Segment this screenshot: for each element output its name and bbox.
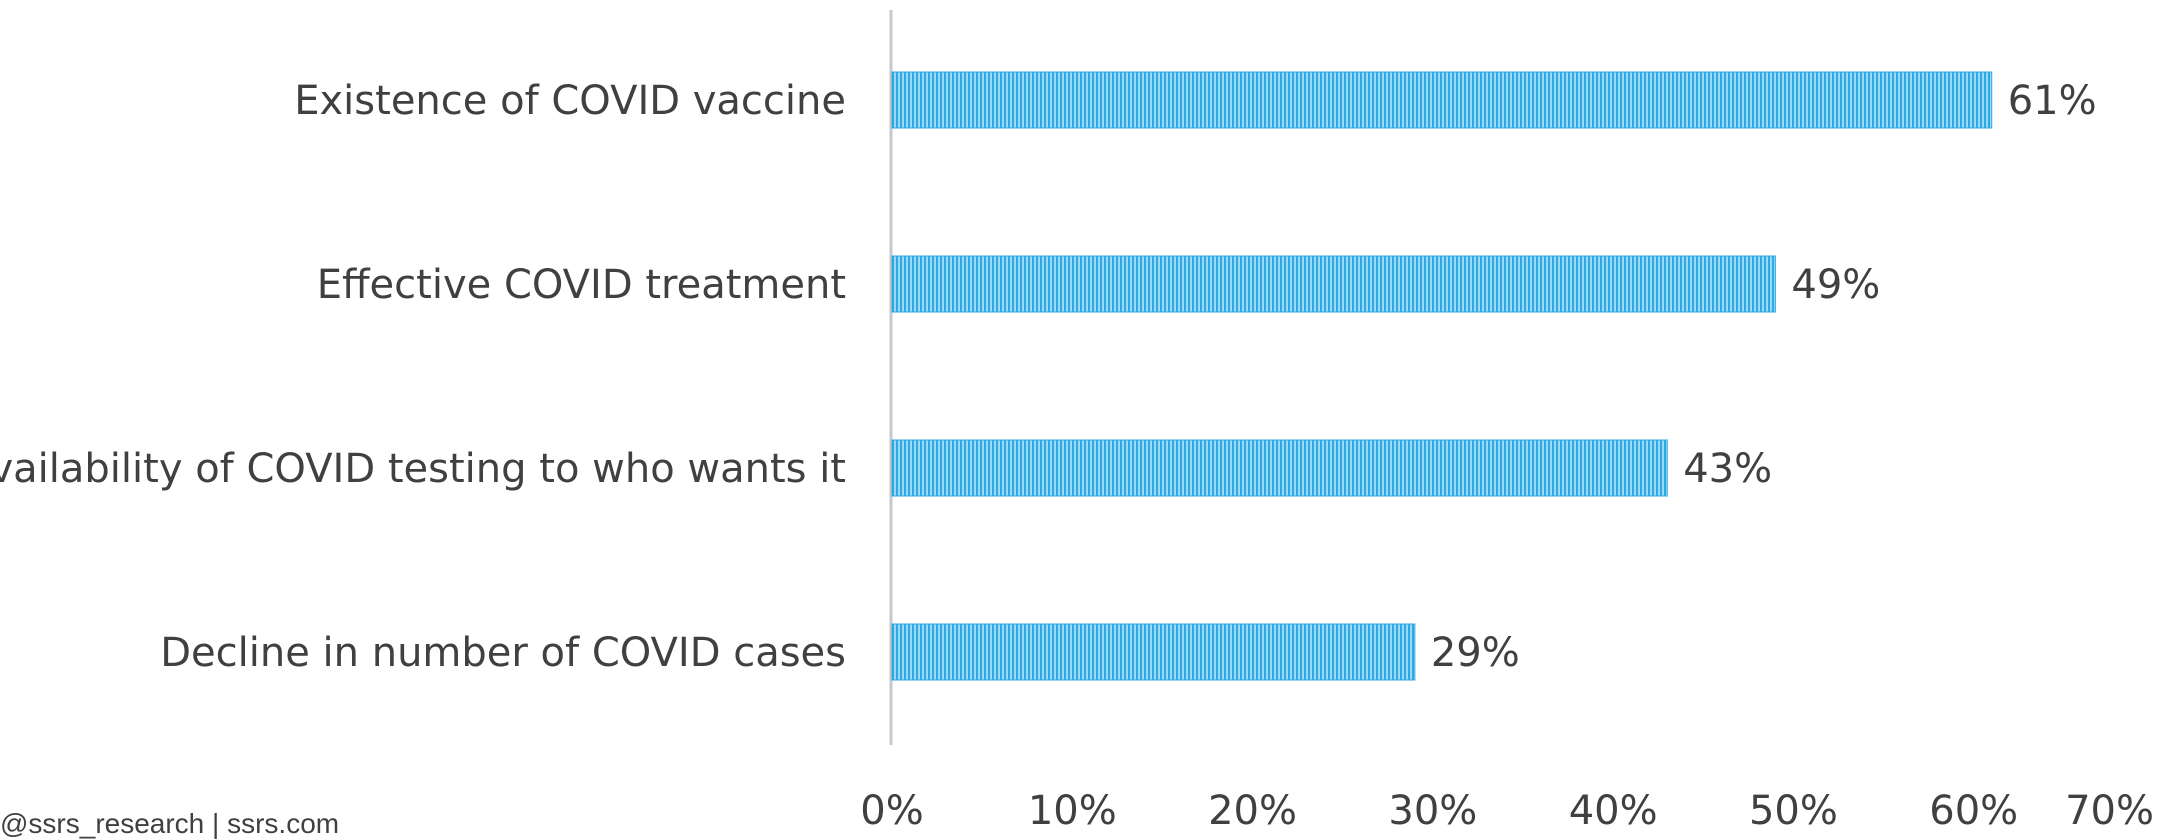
bar	[891, 623, 1416, 681]
x-tick-label: 30%	[1388, 788, 1477, 828]
bar	[891, 439, 1668, 497]
category-label: Availability of COVID testing to who wan…	[0, 446, 846, 492]
value-label: 49%	[1791, 262, 1880, 308]
footer-credit: @ssrs_research | ssrs.com	[0, 808, 340, 839]
x-tick-label: 70%	[2065, 788, 2154, 828]
x-tick-label: 40%	[1569, 788, 1658, 828]
value-label: 29%	[1431, 630, 1520, 676]
category-label: Effective COVID treatment	[317, 262, 846, 308]
x-tick-label: 10%	[1028, 788, 1117, 828]
category-label: Decline in number of COVID cases	[160, 630, 846, 676]
x-tick-label: 0%	[860, 788, 923, 828]
x-tick-label: 20%	[1208, 788, 1297, 828]
x-tick-label: 60%	[1929, 788, 2018, 828]
x-tick-label: 50%	[1749, 788, 1838, 828]
bar	[891, 71, 1993, 129]
category-label: Existence of COVID vaccine	[294, 78, 846, 124]
value-label: 61%	[2008, 78, 2097, 124]
bar	[891, 255, 1776, 313]
value-label: 43%	[1683, 446, 1772, 492]
